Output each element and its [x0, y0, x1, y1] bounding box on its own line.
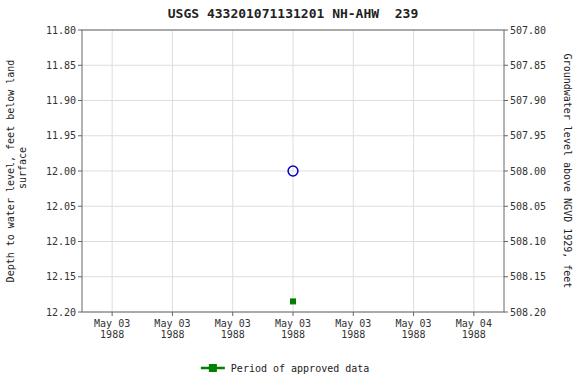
- x-tick-label: May 041988: [456, 318, 492, 340]
- x-tick: [293, 312, 294, 316]
- y-tick-label: 12.00: [46, 166, 76, 177]
- y-tick-label: 12.10: [46, 236, 76, 247]
- y-axis-label: Depth to water level, feet below land su…: [5, 60, 28, 283]
- grid-line-x: [172, 30, 173, 312]
- y2-tick: [504, 276, 508, 277]
- y-tick-label: 12.15: [46, 271, 76, 282]
- x-tick-label-line: May 03: [396, 318, 432, 329]
- y2-tick-label: 508.05: [510, 201, 546, 212]
- x-tick-label-line: 1988: [281, 329, 305, 340]
- grid-line-x: [293, 30, 294, 312]
- y-tick-label: 12.05: [46, 201, 76, 212]
- y-tick-label: 12.20: [46, 307, 76, 318]
- y2-tick: [504, 206, 508, 207]
- y-tick: [78, 276, 82, 277]
- y2-tick: [504, 312, 508, 313]
- y2-tick: [504, 65, 508, 66]
- x-tick-label: May 031988: [154, 318, 190, 340]
- x-tick-label-line: May 03: [275, 318, 311, 329]
- grid: [82, 30, 504, 312]
- y-tick: [78, 312, 82, 313]
- y-axis-label-line: Depth to water level, feet below land: [5, 60, 16, 283]
- x-tick: [473, 312, 474, 316]
- x-tick: [172, 312, 173, 316]
- data-point: [288, 166, 298, 176]
- x-tick-label-line: May 03: [215, 318, 251, 329]
- y-tick: [78, 100, 82, 101]
- plot-frame: [82, 30, 504, 312]
- chart: USGS 433201071131201 NH-AHW 239 11.80 11.8…: [0, 0, 576, 384]
- y-tick: [78, 206, 82, 207]
- y-tick: [78, 135, 82, 136]
- x-tick-label: May 031988: [396, 318, 432, 340]
- legend-label: Period of approved data: [231, 363, 369, 374]
- y2-tick-label: 507.90: [510, 95, 546, 106]
- y-tick: [78, 241, 82, 242]
- y2-tick-label: 508.20: [510, 307, 546, 318]
- grid-line-x: [232, 30, 233, 312]
- y-tick-label: 11.80: [46, 25, 76, 36]
- x-tick: [353, 312, 354, 316]
- legend-item: Period of approved data: [201, 363, 369, 374]
- x-tick-label-line: 1988: [402, 329, 426, 340]
- y2-axis-label: Groundwater level above NGVD 1929, feet: [562, 54, 573, 289]
- y2-tick-label: 508.15: [510, 271, 546, 282]
- y2-tick: [504, 100, 508, 101]
- y2-tick-label: 507.80: [510, 25, 546, 36]
- x-tick-label-line: 1988: [100, 329, 124, 340]
- marks: [288, 166, 298, 304]
- y-tick: [78, 65, 82, 66]
- y2-tick: [504, 30, 508, 31]
- legend: Period of approved data: [201, 363, 369, 374]
- y2-tick: [504, 241, 508, 242]
- y-tick-label: 11.90: [46, 95, 76, 106]
- data-point: [291, 299, 296, 304]
- x-tick: [112, 312, 113, 316]
- x-tick-label: May 031988: [275, 318, 311, 340]
- x-tick-label-line: May 03: [94, 318, 130, 329]
- y-tick: [78, 30, 82, 31]
- x-tick: [413, 312, 414, 316]
- y-tick-label: 11.85: [46, 60, 76, 71]
- y2-tick-label: 508.10: [510, 236, 546, 247]
- y2-tick: [504, 171, 508, 172]
- grid-line-x: [353, 30, 354, 312]
- y2-axis-label-line: Groundwater level above NGVD 1929, feet: [562, 54, 573, 289]
- title: USGS 433201071131201 NH-AHW 239: [168, 6, 418, 21]
- y2-tick-label: 507.85: [510, 60, 546, 71]
- grid-line-x: [112, 30, 113, 312]
- x-tick-label: May 031988: [335, 318, 371, 340]
- x-tick-label-line: 1988: [160, 329, 184, 340]
- x-tick-label-line: 1988: [221, 329, 245, 340]
- x-tick-label-line: May 03: [335, 318, 371, 329]
- x-tick-label-line: 1988: [341, 329, 365, 340]
- y-axis-label-line: surface: [17, 147, 28, 195]
- y-tick: [78, 171, 82, 172]
- y2-tick-label: 507.95: [510, 130, 546, 141]
- x-tick-label: May 031988: [94, 318, 130, 340]
- grid-line-x: [473, 30, 474, 312]
- y-tick-label: 11.95: [46, 130, 76, 141]
- y2-tick: [504, 135, 508, 136]
- legend-swatch-marker: [209, 365, 216, 372]
- x-tick-label-line: May 04: [456, 318, 492, 329]
- x-tick: [232, 312, 233, 316]
- x-tick-label-line: May 03: [154, 318, 190, 329]
- y2-tick-label: 508.00: [510, 166, 546, 177]
- grid-line-x: [413, 30, 414, 312]
- x-tick-label: May 031988: [215, 318, 251, 340]
- x-tick-label-line: 1988: [462, 329, 486, 340]
